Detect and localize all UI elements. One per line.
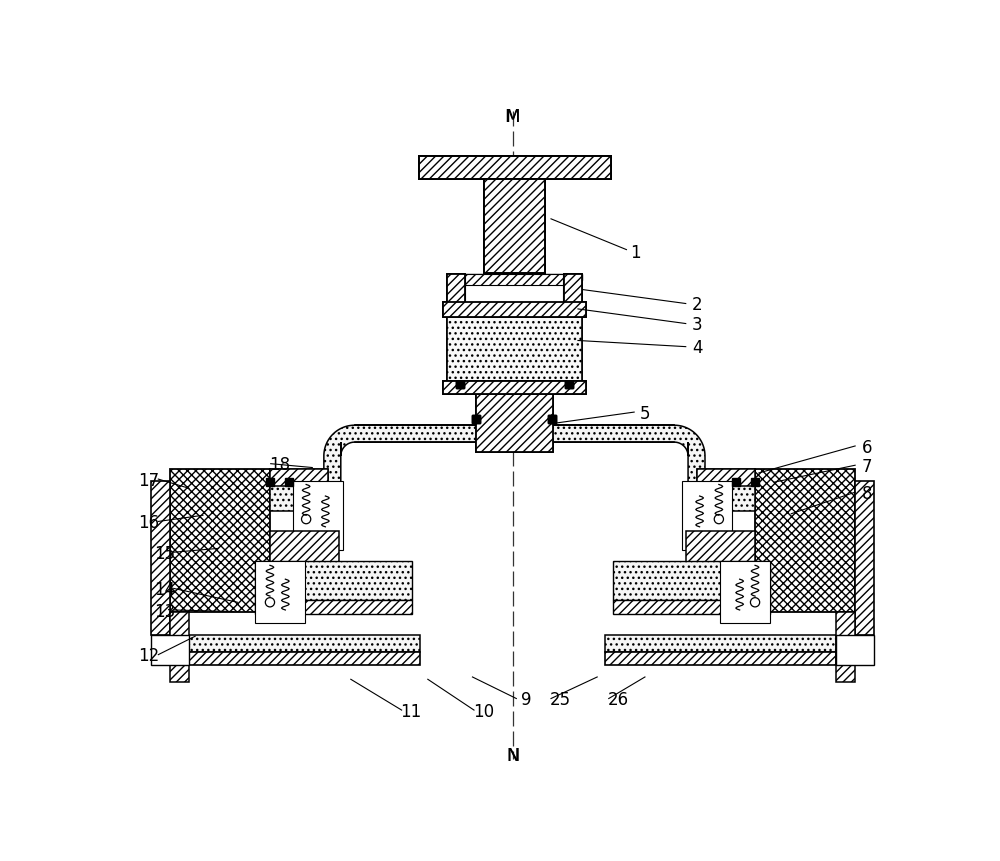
Bar — [472, 415, 480, 423]
Bar — [456, 381, 464, 388]
Bar — [170, 611, 189, 683]
Bar — [285, 479, 293, 486]
Bar — [465, 275, 563, 302]
Bar — [447, 275, 465, 311]
Bar — [564, 275, 582, 311]
Polygon shape — [324, 425, 476, 486]
Text: N: N — [506, 747, 519, 765]
Bar — [751, 479, 759, 486]
Bar — [465, 275, 563, 285]
Text: 3: 3 — [692, 316, 703, 334]
Bar — [605, 635, 836, 652]
Bar — [255, 600, 412, 614]
Bar — [732, 479, 740, 486]
Bar — [564, 275, 582, 281]
Text: 1: 1 — [630, 245, 641, 263]
Bar — [686, 530, 755, 588]
Bar — [189, 652, 420, 666]
Bar — [266, 479, 274, 486]
Bar — [270, 469, 328, 486]
Text: 18: 18 — [269, 456, 291, 474]
Text: 11: 11 — [400, 703, 421, 721]
Text: 5: 5 — [640, 405, 650, 423]
Polygon shape — [553, 425, 705, 486]
Text: 17: 17 — [138, 472, 160, 490]
Text: 7: 7 — [861, 458, 872, 476]
Bar — [613, 561, 770, 600]
Bar — [613, 600, 770, 614]
Text: 12: 12 — [138, 647, 160, 666]
Text: M: M — [505, 108, 520, 127]
Bar — [447, 275, 465, 311]
Text: M: M — [505, 108, 520, 127]
Bar — [270, 469, 328, 511]
Bar — [682, 480, 732, 550]
Bar — [484, 179, 545, 273]
Bar — [447, 318, 582, 381]
Bar — [255, 561, 412, 600]
Bar — [270, 530, 339, 588]
Bar — [443, 302, 586, 318]
Text: 16: 16 — [138, 514, 160, 532]
Bar — [476, 394, 553, 452]
Bar — [565, 381, 573, 388]
Bar — [472, 415, 480, 423]
Bar — [151, 480, 170, 635]
Bar — [553, 425, 674, 442]
Bar — [836, 635, 874, 666]
Text: 4: 4 — [692, 339, 703, 357]
Bar — [419, 156, 611, 179]
Text: 25: 25 — [550, 691, 571, 709]
Bar — [484, 179, 545, 273]
Bar — [443, 381, 586, 394]
Text: 9: 9 — [521, 691, 532, 709]
Bar — [170, 469, 270, 611]
Bar — [476, 394, 553, 452]
Text: 14: 14 — [154, 581, 175, 599]
Bar — [443, 381, 586, 394]
Bar — [355, 425, 476, 442]
Bar — [548, 415, 556, 423]
Bar — [255, 561, 305, 623]
Bar — [151, 635, 189, 666]
Text: 2: 2 — [692, 296, 703, 314]
Bar — [855, 480, 874, 635]
Bar — [605, 652, 836, 666]
Bar — [697, 469, 755, 486]
Bar — [293, 480, 343, 550]
Bar — [836, 611, 855, 683]
Text: N: N — [506, 747, 519, 765]
Bar — [419, 156, 611, 179]
Bar — [548, 415, 556, 423]
Bar — [720, 561, 770, 623]
Text: 10: 10 — [473, 703, 494, 721]
Bar — [465, 275, 563, 302]
Text: 26: 26 — [607, 691, 629, 709]
Bar — [565, 381, 573, 388]
Bar — [456, 381, 464, 388]
Bar — [447, 318, 582, 381]
Bar — [472, 415, 480, 423]
Bar — [565, 381, 573, 388]
Text: 8: 8 — [861, 485, 872, 503]
Bar — [697, 469, 755, 511]
Bar — [447, 275, 465, 281]
Bar — [548, 415, 556, 423]
Text: 15: 15 — [154, 545, 175, 563]
Bar — [189, 635, 420, 652]
Bar — [564, 275, 582, 311]
Bar — [443, 302, 586, 318]
Bar — [456, 381, 464, 388]
Text: 13: 13 — [154, 603, 175, 621]
Text: 6: 6 — [861, 438, 872, 456]
Bar — [755, 469, 855, 611]
